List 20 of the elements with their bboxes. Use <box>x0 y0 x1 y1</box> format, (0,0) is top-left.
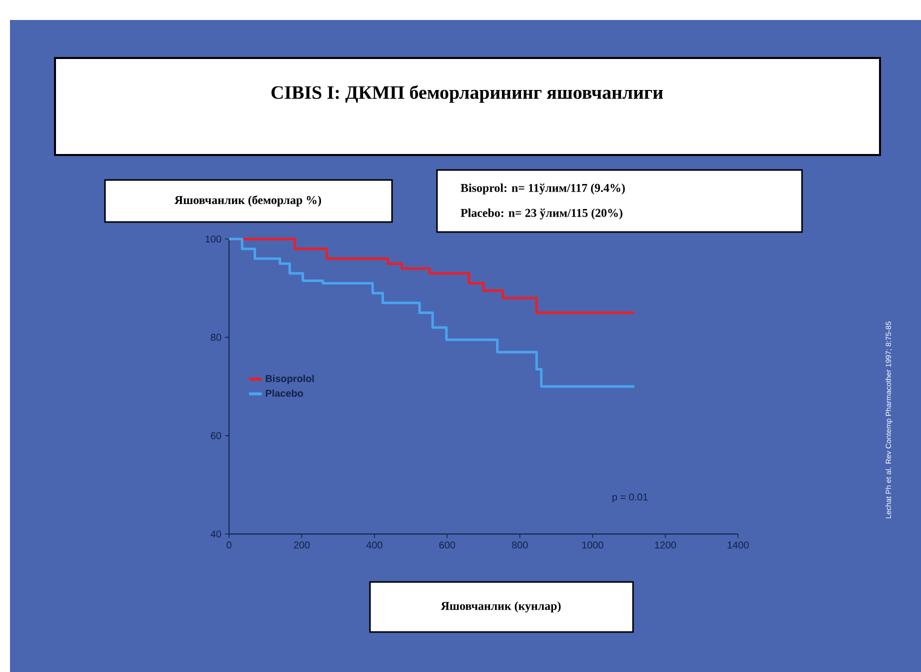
x-tick-label: 400 <box>366 542 382 549</box>
text: Placebo: n= 23 ўлим/115 (20%) <box>460 208 622 220</box>
y-axis-title: Яшовчанлик (беморлар %) <box>174 195 322 207</box>
x-tick-label: 1200 <box>654 542 676 549</box>
x-tick-label: 1000 <box>582 542 604 549</box>
x-tick-label: 800 <box>512 542 528 549</box>
y-tick-label: 80 <box>210 334 222 341</box>
x-tick-label: 600 <box>439 542 456 549</box>
x-tick-label: 0 <box>226 542 232 549</box>
y-tick-label: 100 <box>206 235 222 243</box>
y-tick-label: 60 <box>210 432 222 440</box>
chart-title: CIBIS I: ДКМП беморларининг яшовчанлиги <box>271 85 663 103</box>
y-tick-label: 40 <box>210 530 222 538</box>
legend-label: Bisoprolol <box>266 374 314 384</box>
legend-label: Placebo <box>266 389 304 397</box>
x-tick-label: 1400 <box>728 542 749 549</box>
annotation: p = 0.01 <box>612 493 648 503</box>
text: Bisoprol: n= 11ўлим/117 (9.4%) <box>460 184 625 194</box>
x-tick-label: 200 <box>294 542 310 549</box>
x-axis-title: Яшовчанлик (кунлар) <box>440 602 561 612</box>
